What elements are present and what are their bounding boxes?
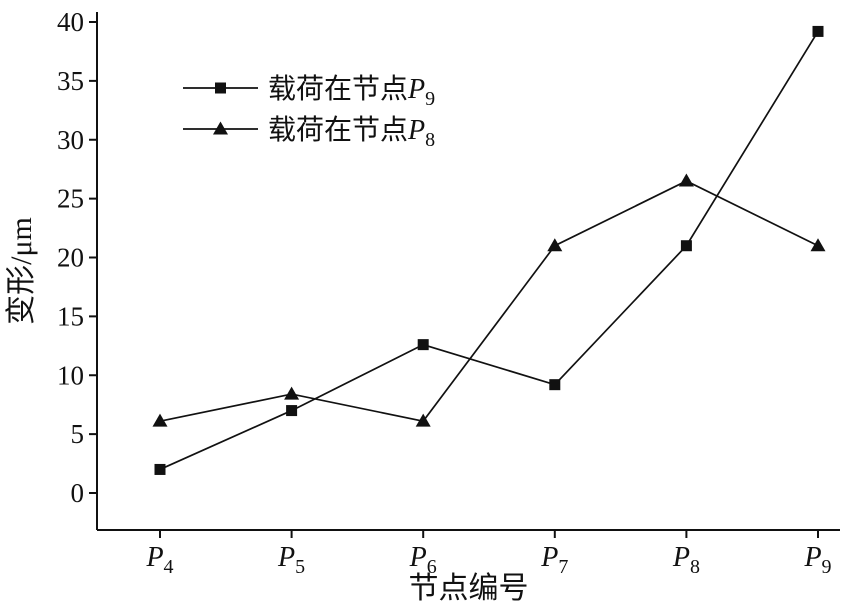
y-tick-label: 25 — [57, 184, 84, 214]
x-tick-label: P7 — [540, 542, 568, 578]
y-tick-label: 35 — [57, 66, 84, 96]
x-axis-title: 节点编号 — [409, 572, 529, 605]
axes — [96, 12, 840, 531]
legend: 载荷在节点P9 载荷在节点P8 — [183, 73, 435, 151]
y-tick-label: 20 — [57, 243, 84, 273]
y-tick-label: 10 — [57, 360, 84, 390]
square-marker-s0-p1 — [286, 405, 298, 417]
triangle-marker-s1-p3 — [547, 238, 563, 252]
series-0 — [154, 25, 824, 475]
x-tick-label: P5 — [277, 542, 305, 578]
triangle-marker-s1-p1 — [284, 386, 300, 400]
triangle-marker-s1-p4 — [678, 173, 694, 187]
y-axis-ticks: 0 5 10 15 20 25 30 35 40 — [57, 7, 97, 508]
square-marker-s0-p4 — [680, 240, 692, 252]
triangle-marker-s1-p0 — [152, 413, 168, 427]
square-marker-s0-p3 — [549, 379, 561, 391]
series-1 — [152, 173, 826, 427]
triangle-marker-s1-p5 — [810, 238, 826, 252]
square-marker-s0-p5 — [812, 25, 824, 37]
triangle-marker-s1-p2 — [415, 413, 431, 427]
y-axis-title: 变形/μm — [5, 217, 38, 325]
legend-item-1: 载荷在节点P8 — [183, 114, 435, 151]
series-line-1 — [159, 180, 819, 423]
triangle-marker-legend1 — [213, 121, 228, 135]
legend-label: 载荷在节点P8 — [268, 114, 435, 151]
legend-label: 载荷在节点P9 — [268, 73, 435, 110]
x-tick-label: P6 — [409, 542, 437, 578]
y-tick-label: 15 — [57, 301, 84, 331]
y-tick-label: 40 — [57, 7, 84, 37]
x-tick-label: P8 — [672, 542, 700, 578]
y-tick-label: 5 — [71, 419, 85, 449]
legend-item-0: 载荷在节点P9 — [183, 73, 435, 110]
square-marker-legend0 — [215, 82, 226, 94]
square-marker-s0-p0 — [154, 463, 166, 475]
x-tick-label: P4 — [145, 542, 173, 578]
y-tick-label: 30 — [57, 125, 84, 155]
x-axis-ticks: P4 P5 P6 P7 P8 P9 — [145, 530, 832, 578]
square-marker-s0-p2 — [417, 339, 429, 351]
series-line-0 — [159, 30, 819, 471]
x-tick-label: P9 — [803, 542, 831, 578]
y-tick-label: 0 — [71, 478, 85, 508]
